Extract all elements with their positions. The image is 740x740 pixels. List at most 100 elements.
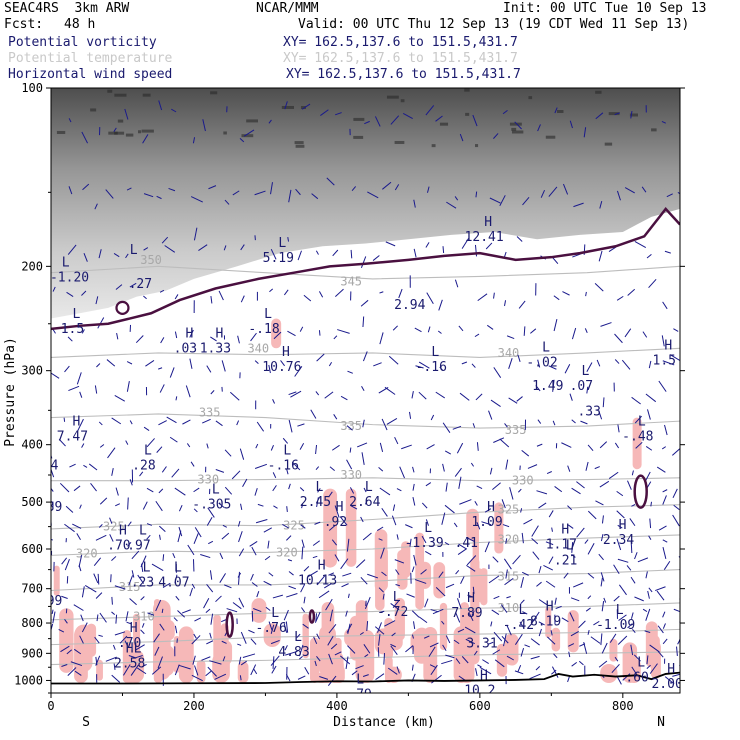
wind-vector bbox=[585, 461, 589, 471]
wind-vector bbox=[194, 617, 202, 622]
wind-vector bbox=[569, 393, 573, 401]
wind-vector bbox=[571, 327, 577, 340]
wind-vector bbox=[51, 390, 52, 392]
wind-vector bbox=[66, 649, 73, 655]
wind-vector bbox=[573, 202, 584, 208]
wind-vector bbox=[424, 598, 429, 608]
strat-streak bbox=[511, 130, 524, 134]
wind-vector bbox=[537, 419, 542, 424]
wind-vector bbox=[598, 410, 603, 420]
extremum-value: 2.64 bbox=[349, 495, 380, 510]
wind-vector bbox=[508, 397, 518, 404]
wind-vector bbox=[129, 420, 133, 425]
wind-vector bbox=[283, 623, 288, 633]
wind-vector bbox=[158, 525, 166, 533]
wind-vector bbox=[107, 447, 116, 459]
y-tick-label: 100 bbox=[21, 81, 43, 95]
wind-vector bbox=[329, 609, 334, 622]
wind-vector bbox=[518, 300, 526, 309]
wind-vector bbox=[131, 550, 140, 560]
wind-vector bbox=[223, 245, 227, 251]
wind-vector bbox=[365, 499, 368, 505]
wind-vector bbox=[80, 614, 84, 622]
wind-vector bbox=[392, 325, 398, 331]
wind-vector bbox=[378, 587, 384, 593]
wind-vector bbox=[413, 248, 417, 258]
wind-vector bbox=[232, 602, 242, 610]
wind-vector bbox=[427, 326, 431, 333]
wind-vector bbox=[98, 634, 103, 637]
wind-vector bbox=[69, 463, 76, 468]
wind-vector bbox=[624, 328, 632, 338]
wind-vector bbox=[567, 465, 571, 472]
wind-vector bbox=[146, 523, 153, 526]
wind-vector bbox=[587, 630, 590, 635]
wind-vector bbox=[126, 187, 132, 191]
wind-vector bbox=[327, 635, 334, 646]
strat-streak bbox=[117, 119, 124, 123]
extremum-marker: L bbox=[424, 521, 432, 536]
wind-vector bbox=[194, 527, 202, 538]
wind-vector bbox=[182, 419, 191, 425]
wind-vector bbox=[253, 608, 262, 613]
wind-vector bbox=[657, 651, 664, 658]
wind-vector bbox=[563, 572, 569, 579]
wind-vector bbox=[421, 535, 427, 544]
wind-vector bbox=[494, 659, 505, 668]
extremum-marker: H bbox=[664, 339, 672, 354]
wind-vector bbox=[520, 599, 525, 605]
strat-streak bbox=[400, 99, 405, 103]
wind-vector bbox=[477, 293, 488, 302]
wind-vector bbox=[543, 564, 554, 571]
wind-vector bbox=[567, 505, 573, 511]
wind-vector bbox=[82, 183, 90, 191]
wind-vector bbox=[614, 333, 623, 344]
wind-vector bbox=[455, 658, 461, 665]
wind-vector bbox=[158, 488, 164, 494]
extremum-marker: H bbox=[561, 522, 569, 537]
wind-vector bbox=[288, 391, 297, 396]
strat-streak bbox=[223, 131, 227, 135]
wind-vector bbox=[263, 527, 272, 533]
extremum-marker: L bbox=[393, 590, 401, 605]
wind-vector bbox=[59, 482, 70, 493]
wind-vector bbox=[493, 133, 499, 139]
theta-label: 325 bbox=[103, 520, 125, 534]
wind-vector bbox=[345, 610, 348, 617]
extremum-value: -.42 bbox=[503, 618, 534, 633]
extremum-value: 10.2 bbox=[464, 684, 495, 699]
wind-vector bbox=[381, 571, 387, 577]
wind-vector bbox=[239, 448, 245, 460]
wind-vector bbox=[472, 586, 475, 594]
wind-vector bbox=[229, 391, 240, 401]
wind-vector bbox=[160, 337, 165, 344]
wind-vector bbox=[221, 360, 226, 372]
wind-speed-shade bbox=[349, 615, 362, 661]
wind-vector bbox=[598, 660, 608, 668]
theta-label: 335 bbox=[340, 419, 362, 433]
wind-vector bbox=[81, 290, 87, 296]
wind-vector bbox=[98, 421, 103, 426]
wind-speed-shade bbox=[418, 561, 432, 589]
wind-vector bbox=[420, 569, 427, 575]
wind-vector bbox=[377, 647, 380, 657]
wind-vector bbox=[493, 595, 500, 600]
wind-vector bbox=[315, 250, 319, 255]
wind-vector bbox=[64, 618, 68, 624]
extremum-value: .70 bbox=[118, 636, 141, 651]
wind-vector bbox=[599, 201, 603, 209]
wind-vector bbox=[382, 181, 392, 190]
wind-vector bbox=[537, 359, 541, 368]
wind-vector bbox=[600, 572, 605, 582]
wind-vector bbox=[662, 611, 666, 618]
wind-vector bbox=[405, 645, 414, 653]
plot-frame bbox=[50, 87, 681, 694]
wind-vector bbox=[481, 521, 492, 526]
wind-vector bbox=[113, 253, 120, 258]
strat-streak bbox=[439, 122, 449, 126]
wind-vector bbox=[630, 612, 634, 619]
y-tick-label: 500 bbox=[21, 495, 43, 509]
x-tick-label: 400 bbox=[326, 699, 348, 713]
wind-speed-shade bbox=[178, 626, 194, 684]
wind-vector bbox=[174, 487, 186, 496]
